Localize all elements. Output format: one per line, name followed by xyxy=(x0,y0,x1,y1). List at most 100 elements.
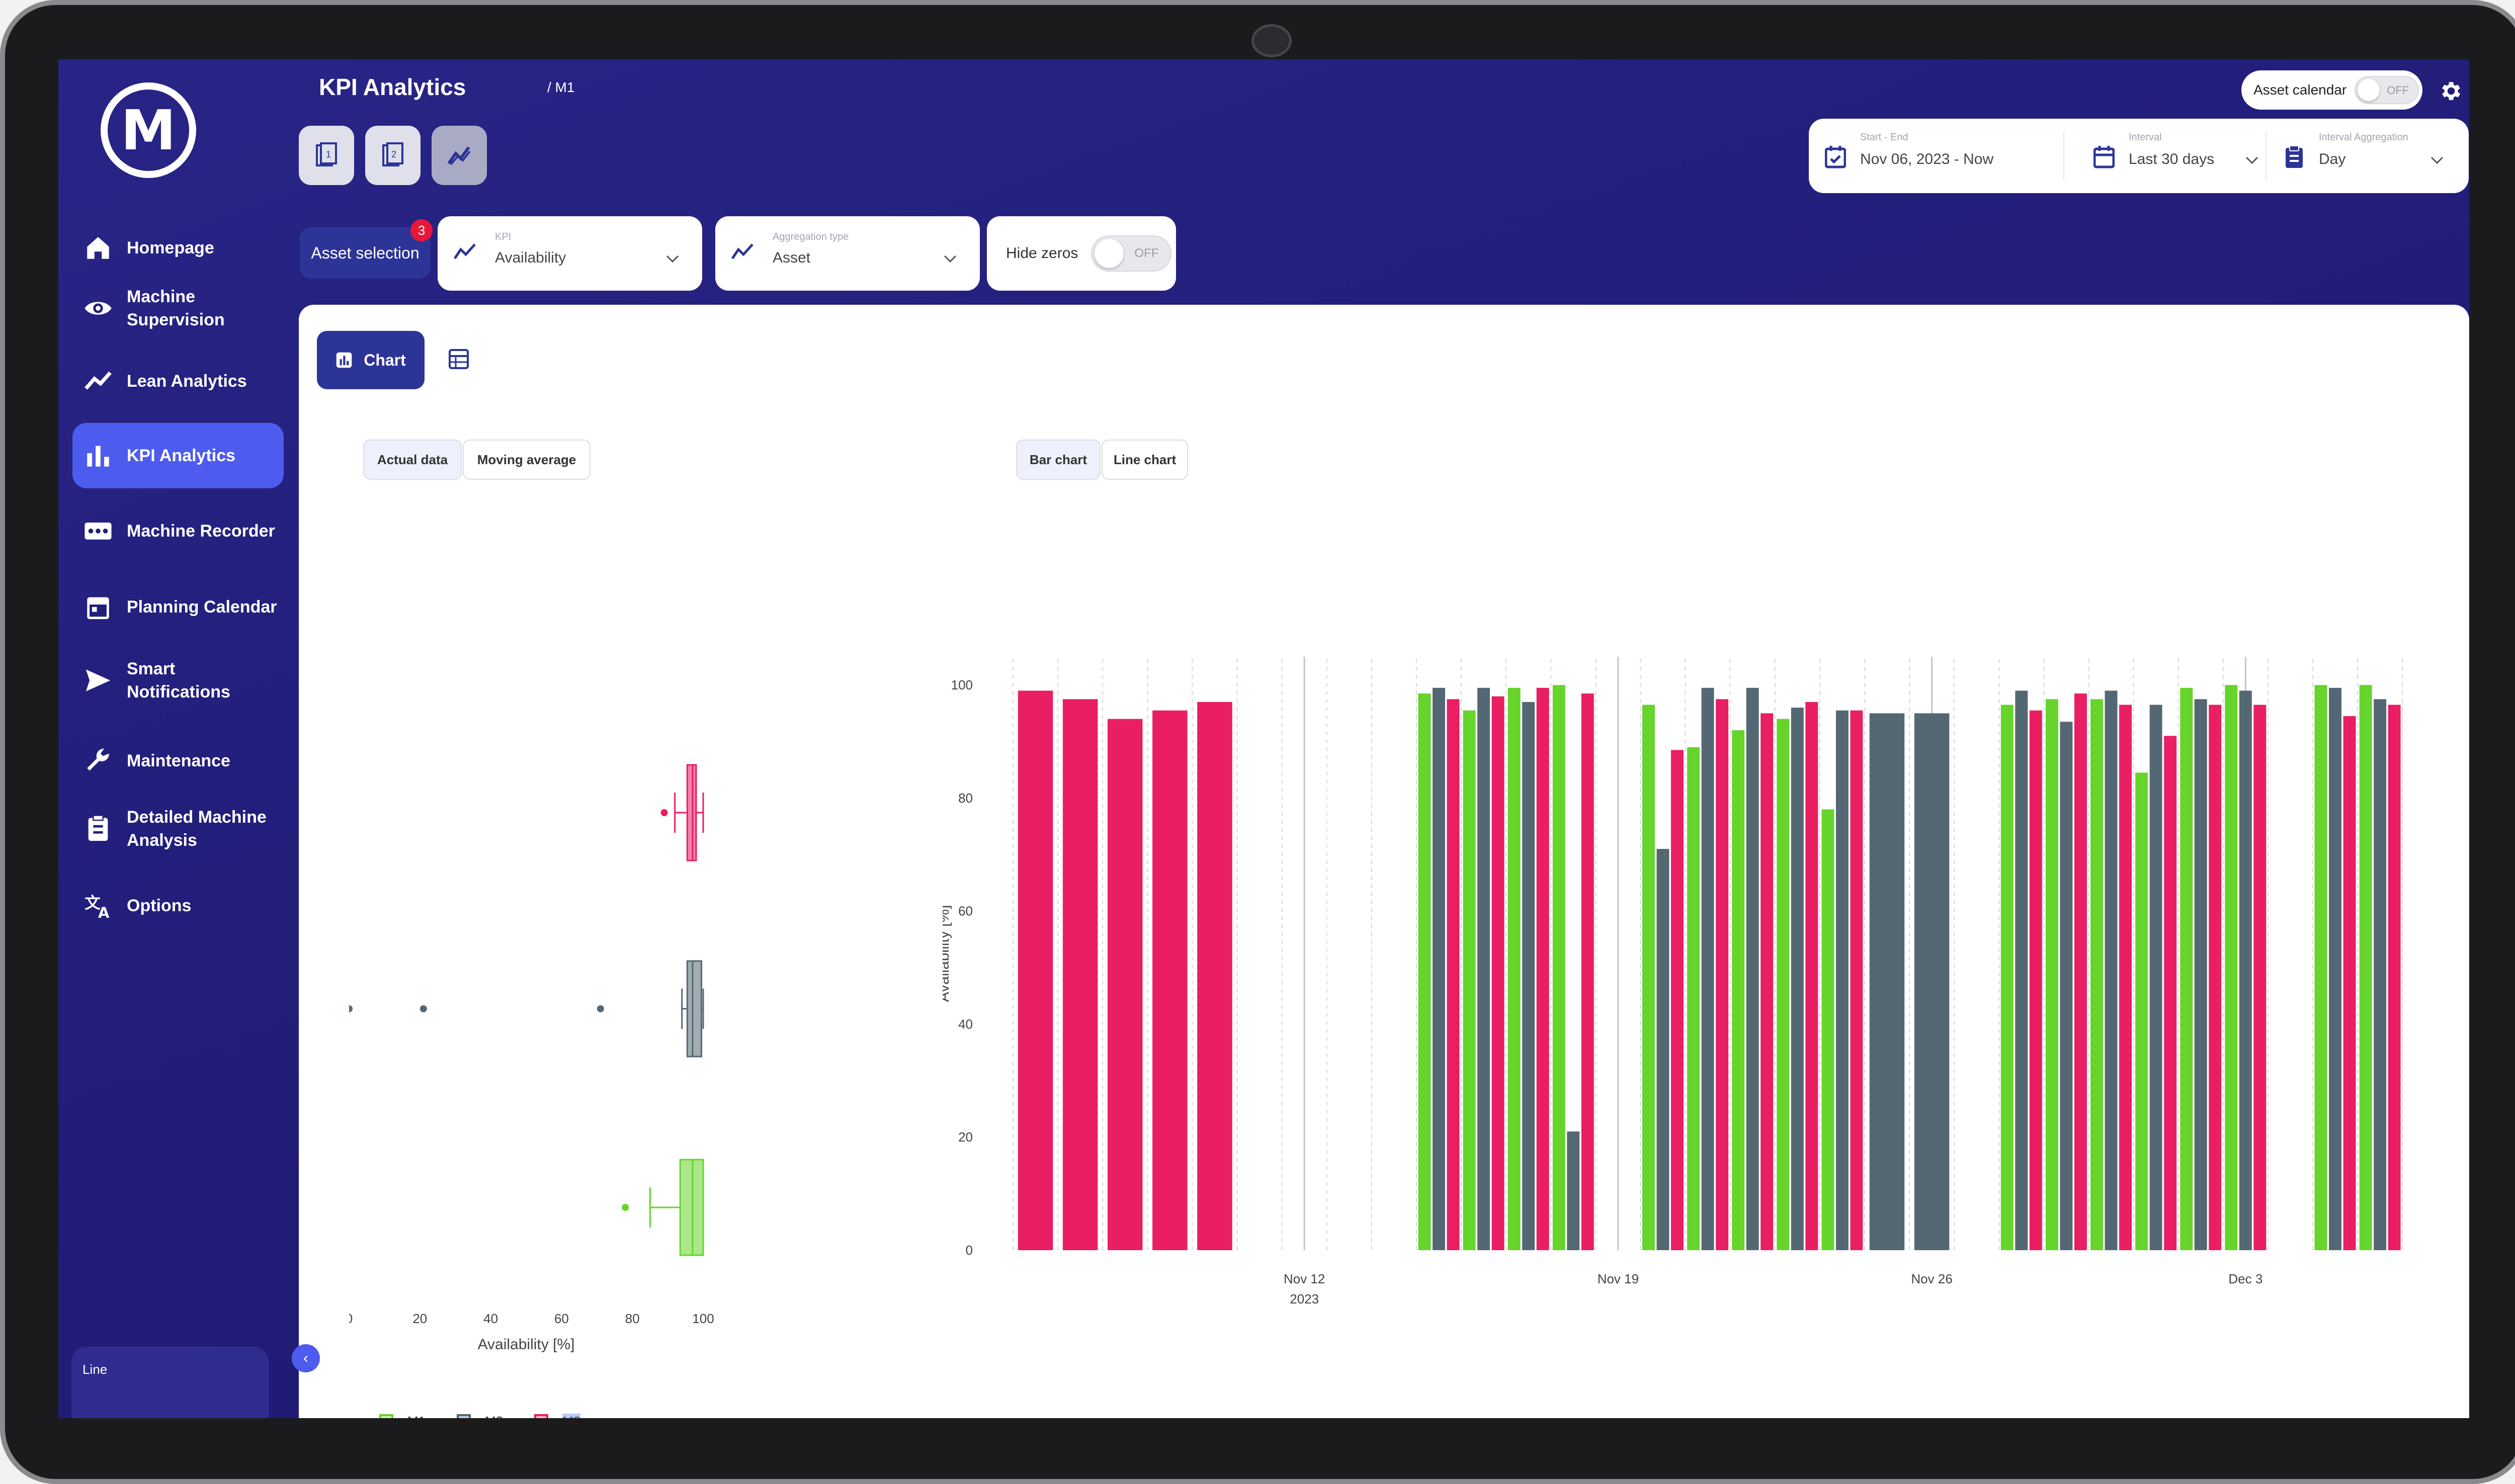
app-logo[interactable]: M xyxy=(101,82,196,178)
outlier-M2-2 xyxy=(597,1005,604,1012)
x-tick-sublabel: 2023 xyxy=(1290,1291,1319,1306)
bar-M3-2023-12-01 xyxy=(2164,736,2177,1250)
outlier-M2-0 xyxy=(349,1005,353,1012)
translate-icon: 文A xyxy=(85,894,110,920)
sidebar-item-maintenance[interactable]: Maintenance xyxy=(72,728,284,794)
date-range-panel: Start - End Nov 06, 2023 - Now Interval … xyxy=(1809,119,2469,193)
sidebar-item-machine-recorder[interactable]: Machine Recorder xyxy=(72,498,284,564)
asset-calendar-switch[interactable]: OFF xyxy=(2355,76,2419,104)
asset-calendar-toggle[interactable]: Asset calendar OFF xyxy=(2241,70,2422,110)
sidebar-footer[interactable]: Line xyxy=(71,1347,269,1418)
legend-item-m2[interactable]: M2 xyxy=(457,1414,503,1419)
bar-M2-2023-11-25 xyxy=(1869,713,1905,1250)
sidebar-item-label: Machine Supervision xyxy=(127,287,225,329)
x-tick-label: Dec 3 xyxy=(2228,1271,2262,1286)
aggregation-interval-field[interactable]: Interval Aggregation Day xyxy=(2284,119,2455,193)
bar-M2-2023-11-21 xyxy=(1701,687,1714,1250)
eye-icon xyxy=(85,302,112,315)
collapse-sidebar-button[interactable]: ‹ xyxy=(292,1344,320,1372)
box-M1 xyxy=(679,1159,704,1256)
legend-swatch xyxy=(534,1414,549,1418)
bar-M3-2023-11-24 xyxy=(1850,710,1863,1250)
x-tick-label: Nov 26 xyxy=(1911,1271,1952,1286)
x-tick-label: Nov 12 xyxy=(1284,1271,1325,1286)
divider xyxy=(2063,132,2064,180)
hide-zeros-toggle[interactable]: Hide zeros OFF xyxy=(987,216,1176,291)
y-tick-label: 100 xyxy=(951,677,973,692)
footer-label: Line xyxy=(82,1362,108,1377)
chevron-down-icon xyxy=(944,255,957,263)
sidebar-item-detailed-machine-analysis[interactable]: Detailed Machine Analysis xyxy=(72,796,284,861)
calendar-icon xyxy=(87,597,109,620)
bar-M2-2023-11-24 xyxy=(1835,710,1849,1250)
actual-data-toggle[interactable]: Actual data xyxy=(363,440,462,480)
bar-chart-toggle[interactable]: Bar chart xyxy=(1016,440,1101,480)
tab-chart[interactable]: Chart xyxy=(317,331,425,389)
date-range-field[interactable]: Start - End Nov 06, 2023 - Now xyxy=(1825,119,2056,193)
legend-swatch xyxy=(379,1414,393,1418)
bar-M2-2023-11-22 xyxy=(1746,687,1759,1250)
trend-icon xyxy=(447,146,471,165)
bar-M2-2023-12-01 xyxy=(2149,705,2162,1250)
moving-average-toggle[interactable]: Moving average xyxy=(463,440,591,480)
y-tick-label: 40 xyxy=(958,1016,973,1031)
switch-knob xyxy=(1095,239,1124,268)
x-tick-label: Nov 19 xyxy=(1598,1271,1639,1286)
trend-line-icon xyxy=(731,243,753,259)
aggregation-interval-value: Day xyxy=(2319,151,2346,167)
hide-zeros-switch[interactable]: OFF xyxy=(1091,235,1172,272)
sidebar-item-machine-supervision[interactable]: Machine Supervision xyxy=(72,276,284,341)
svg-text:文: 文 xyxy=(85,894,101,912)
chevron-down-icon xyxy=(2430,156,2444,164)
sidebar-item-kpi-analytics[interactable]: KPI Analytics xyxy=(72,423,284,488)
interval-field[interactable]: Interval Last 30 days xyxy=(2093,119,2259,193)
sidebar-item-options[interactable]: 文 A Options xyxy=(72,873,284,938)
interval-value: Last 30 days xyxy=(2129,151,2215,167)
outlier-M1-0 xyxy=(622,1204,629,1211)
bar-M3-2023-12-03 xyxy=(2253,705,2267,1250)
table-icon[interactable] xyxy=(448,348,470,370)
bar-M3-2023-11-21 xyxy=(1716,699,1729,1250)
legend-item-m1[interactable]: M1 xyxy=(379,1414,426,1418)
asset-selection-button[interactable]: Asset selection xyxy=(300,227,431,279)
chart-legend: M1 M2 M3 xyxy=(379,1411,612,1418)
sidebar-item-lean-analytics[interactable]: Lean Analytics xyxy=(72,348,284,414)
x-tick-label: 0 xyxy=(349,1311,353,1326)
logo-letter: M xyxy=(121,98,176,162)
svg-text:1: 1 xyxy=(326,149,331,159)
aggregation-type-value: Asset xyxy=(773,249,811,266)
legend-item-m3[interactable]: M3 xyxy=(534,1413,581,1418)
divider xyxy=(2266,132,2267,180)
bar-M3-2023-11-06 xyxy=(1018,690,1053,1250)
bar-M2-2023-12-03 xyxy=(2239,690,2252,1250)
sidebar-item-label: Homepage xyxy=(127,238,214,257)
bar-chart-icon xyxy=(87,446,109,467)
asset-calendar-label: Asset calendar xyxy=(2253,82,2347,98)
view-2-button[interactable]: 2 xyxy=(365,126,421,185)
bar-M1-2023-11-30 xyxy=(2090,699,2103,1250)
view-1-button[interactable]: 1 xyxy=(299,126,354,185)
switch-state: OFF xyxy=(1134,246,1159,260)
legend-swatch xyxy=(457,1414,471,1418)
bar-M1-2023-11-29 xyxy=(2045,699,2058,1250)
line-chart-toggle[interactable]: Line chart xyxy=(1102,440,1188,480)
bar-M2-2023-12-06 xyxy=(2374,699,2387,1250)
view-trend-button[interactable] xyxy=(432,126,487,185)
box-M2 xyxy=(686,960,702,1058)
kpi-select[interactable]: KPI Availability xyxy=(438,216,702,291)
sidebar-item-smart-notifications[interactable]: Smart Notifications xyxy=(72,648,284,713)
gear-icon[interactable] xyxy=(2438,78,2463,104)
sidebar-item-planning-calendar[interactable]: Planning Calendar xyxy=(72,574,284,640)
app-screen: M Homepage Machine Supervision Lean Analyt… xyxy=(58,59,2469,1418)
bar-M1-2023-11-20 xyxy=(1642,705,1655,1250)
interval-label: Interval xyxy=(2129,132,2162,143)
bar-M3-2023-11-09 xyxy=(1152,710,1188,1250)
sidebar-item-label: Maintenance xyxy=(127,751,230,770)
aggregation-type-select[interactable]: Aggregation type Asset xyxy=(715,216,980,291)
svg-text:A: A xyxy=(98,904,110,920)
clipboard-icon xyxy=(2286,145,2303,168)
legend-label: M2 xyxy=(485,1414,503,1419)
bar-M1-2023-11-24 xyxy=(1821,809,1834,1250)
bar-M3-2023-11-29 xyxy=(2074,693,2087,1250)
sidebar-item-homepage[interactable]: Homepage xyxy=(72,215,284,281)
